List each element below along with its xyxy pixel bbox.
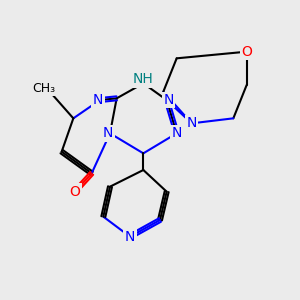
Text: N: N [187, 116, 197, 130]
Text: N: N [164, 93, 174, 107]
Text: NH: NH [133, 72, 154, 86]
Text: N: N [125, 230, 135, 244]
Text: O: O [70, 185, 80, 199]
Text: N: N [93, 93, 103, 107]
Text: CH₃: CH₃ [32, 82, 55, 94]
Text: N: N [172, 126, 182, 140]
Text: O: O [241, 45, 252, 59]
Text: N: N [103, 126, 113, 140]
